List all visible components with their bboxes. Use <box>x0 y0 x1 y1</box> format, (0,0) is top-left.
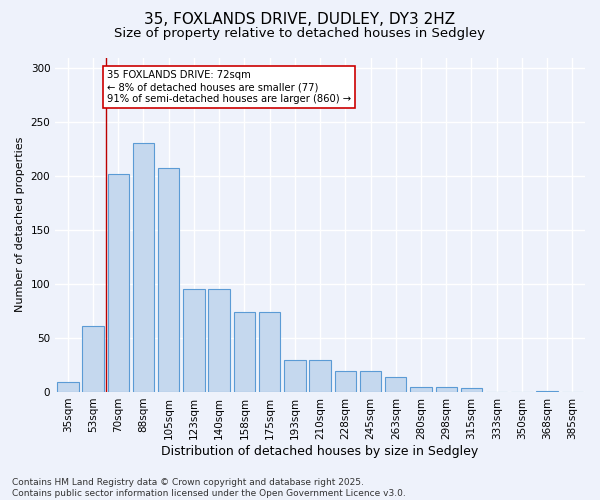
Bar <box>133 142 154 392</box>
Bar <box>536 391 558 392</box>
Text: Contains HM Land Registry data © Crown copyright and database right 2025.
Contai: Contains HM Land Registry data © Crown c… <box>12 478 406 498</box>
X-axis label: Distribution of detached houses by size in Sedgley: Distribution of detached houses by size … <box>161 444 479 458</box>
Bar <box>461 388 482 392</box>
Bar <box>259 312 280 392</box>
Bar <box>436 386 457 392</box>
Bar <box>208 290 230 392</box>
Y-axis label: Number of detached properties: Number of detached properties <box>15 137 25 312</box>
Text: Size of property relative to detached houses in Sedgley: Size of property relative to detached ho… <box>115 28 485 40</box>
Bar <box>107 174 129 392</box>
Bar <box>158 168 179 392</box>
Bar <box>310 360 331 392</box>
Bar <box>233 312 255 392</box>
Bar <box>410 386 432 392</box>
Text: 35 FOXLANDS DRIVE: 72sqm
← 8% of detached houses are smaller (77)
91% of semi-de: 35 FOXLANDS DRIVE: 72sqm ← 8% of detache… <box>107 70 351 104</box>
Bar <box>57 382 79 392</box>
Text: 35, FOXLANDS DRIVE, DUDLEY, DY3 2HZ: 35, FOXLANDS DRIVE, DUDLEY, DY3 2HZ <box>145 12 455 28</box>
Bar <box>360 372 381 392</box>
Bar <box>335 372 356 392</box>
Bar <box>284 360 305 392</box>
Bar <box>183 290 205 392</box>
Bar <box>82 326 104 392</box>
Bar <box>385 377 406 392</box>
